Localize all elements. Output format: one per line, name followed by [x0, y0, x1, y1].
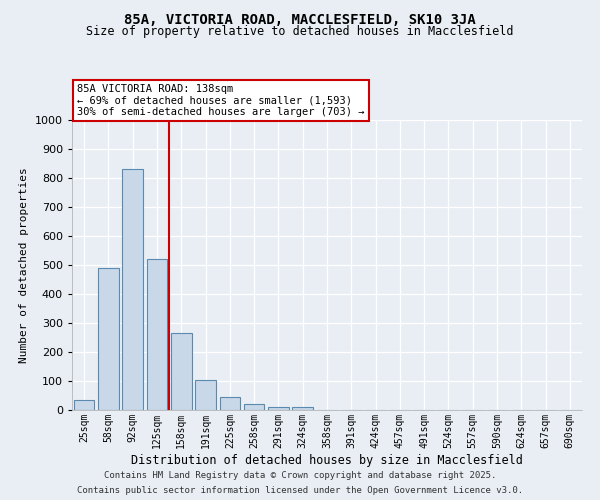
Bar: [268, 407, 289, 410]
Text: Size of property relative to detached houses in Macclesfield: Size of property relative to detached ho…: [86, 25, 514, 38]
Text: Contains HM Land Registry data © Crown copyright and database right 2025.: Contains HM Land Registry data © Crown c…: [104, 471, 496, 480]
Text: 85A VICTORIA ROAD: 138sqm
← 69% of detached houses are smaller (1,593)
30% of se: 85A VICTORIA ROAD: 138sqm ← 69% of detac…: [77, 84, 365, 117]
X-axis label: Distribution of detached houses by size in Macclesfield: Distribution of detached houses by size …: [131, 454, 523, 466]
Bar: [122, 170, 143, 410]
Bar: [146, 259, 167, 410]
Bar: [195, 380, 216, 410]
Text: 85A, VICTORIA ROAD, MACCLESFIELD, SK10 3JA: 85A, VICTORIA ROAD, MACCLESFIELD, SK10 3…: [124, 12, 476, 26]
Text: Contains public sector information licensed under the Open Government Licence v3: Contains public sector information licen…: [77, 486, 523, 495]
Bar: [74, 400, 94, 410]
Bar: [292, 407, 313, 410]
Y-axis label: Number of detached properties: Number of detached properties: [19, 167, 29, 363]
Bar: [98, 268, 119, 410]
Bar: [220, 397, 240, 410]
Bar: [244, 404, 265, 410]
Bar: [171, 333, 191, 410]
